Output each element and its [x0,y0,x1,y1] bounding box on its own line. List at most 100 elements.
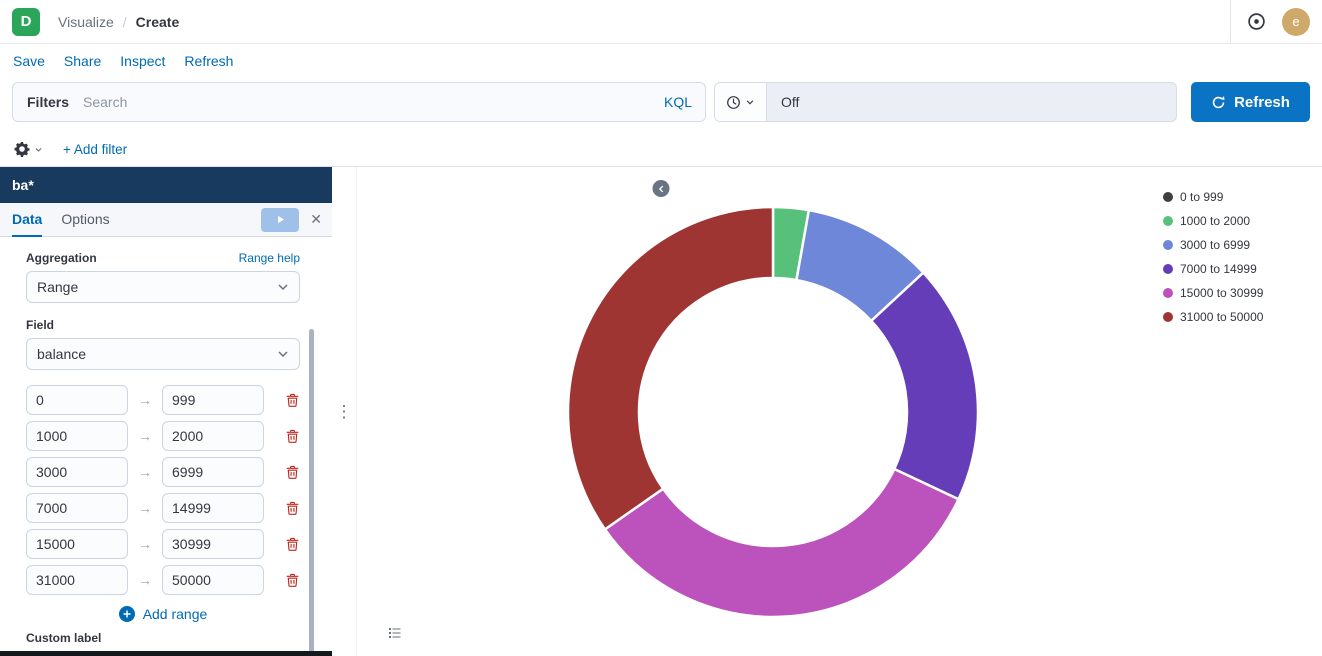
chevron-down-icon [278,284,288,291]
vis-editor-sidebar: ba* Data Options ✕ Aggregation Range hel… [0,167,332,656]
range-from-input[interactable] [26,457,128,487]
legend-item[interactable]: 0 to 999 [1163,185,1263,209]
legend-swatch-icon [1163,192,1173,202]
editor-tabs: Data Options ✕ [0,203,332,237]
range-help-link[interactable]: Range help [238,251,300,265]
legend-swatch-icon [1163,216,1173,226]
field-select-value: balance [37,346,87,362]
query-bar: Filters KQL Off Refresh [0,78,1322,132]
time-value[interactable]: Off [781,94,800,110]
legend-item[interactable]: 1000 to 2000 [1163,209,1263,233]
donut-slice[interactable] [869,270,980,501]
range-to-input[interactable] [162,457,264,487]
refresh-link-button[interactable]: Refresh [184,53,234,69]
range-from-input[interactable] [26,421,128,451]
delete-range-button[interactable] [285,573,300,588]
refresh-icon [1212,95,1225,108]
search-input[interactable] [83,94,651,110]
arrow-right-icon: → [138,464,152,480]
range-row: → [26,421,300,451]
delete-range-button[interactable] [285,465,300,480]
apply-changes-button[interactable] [261,207,300,232]
range-to-input[interactable] [162,385,264,415]
refresh-button[interactable]: Refresh [1191,82,1310,122]
legend-item[interactable]: 15000 to 30999 [1163,281,1263,305]
range-list: → → → → → → [26,385,300,595]
delete-range-button[interactable] [285,429,300,444]
filter-bar: + Add filter [0,132,1322,167]
legend-label: 1000 to 2000 [1180,214,1251,228]
delete-range-button[interactable] [285,501,300,516]
arrow-right-icon: → [138,428,152,444]
donut-chart [565,204,981,620]
legend-label: 7000 to 14999 [1180,262,1257,276]
deployment-logo[interactable]: D [12,7,40,36]
avatar[interactable]: e [1282,7,1310,36]
filters-button[interactable]: Filters [13,83,83,121]
range-row: → [26,385,300,415]
legend-item[interactable]: 3000 to 6999 [1163,233,1263,257]
inspect-button[interactable]: Inspect [120,53,166,69]
chevron-down-icon [746,100,754,105]
help-icon[interactable] [1247,12,1266,31]
collapse-panel-button[interactable] [652,180,670,197]
time-picker: Off [714,82,1177,122]
range-to-input[interactable] [162,421,264,451]
top-header: D Visualize / Create e [0,0,1322,44]
delete-range-button[interactable] [285,393,300,408]
legend-swatch-icon [1163,312,1173,322]
custom-label-label: Custom label [26,631,102,645]
plus-circle-icon [118,606,135,622]
arrow-right-icon: → [138,572,152,588]
close-icon[interactable]: ✕ [310,211,322,227]
trash-icon [286,393,299,407]
range-from-input[interactable] [26,493,128,523]
breadcrumb-create: Create [135,13,180,30]
tab-options[interactable]: Options [61,203,109,237]
legend-swatch-icon [1163,264,1173,274]
trash-icon [286,537,299,551]
sidebar-bottom-bar [0,651,332,656]
range-from-input[interactable] [26,529,128,559]
range-to-input[interactable] [162,493,264,523]
index-pattern-name: ba* [12,177,34,193]
range-from-input[interactable] [26,565,128,595]
legend-swatch-icon [1163,240,1173,250]
trash-icon [286,501,299,515]
aggregation-label: Aggregation [26,251,97,265]
delete-range-button[interactable] [285,537,300,552]
visualization-canvas: 0 to 999 1000 to 2000 3000 to 6999 7000 to … [356,167,1322,656]
add-filter-button[interactable]: + Add filter [63,141,128,157]
time-quick-select-button[interactable] [715,83,767,121]
resize-handle-icon[interactable]: ⋮ [335,402,353,421]
header-divider [1230,0,1231,43]
breadcrumb-visualize[interactable]: Visualize [58,13,114,30]
filter-settings-button[interactable] [14,141,43,157]
aggregation-select-value: Range [37,279,79,295]
breadcrumb-separator: / [122,13,127,30]
legend-item[interactable]: 31000 to 50000 [1163,305,1263,329]
range-row: → [26,493,300,523]
donut-slice[interactable] [603,467,961,619]
legend-toggle-button[interactable] [387,625,403,644]
share-button[interactable]: Share [63,53,102,69]
donut-slice[interactable] [566,205,775,532]
aggregation-select[interactable]: Range [26,271,300,303]
kql-language-button[interactable]: KQL [663,94,692,110]
panel-resizer[interactable]: ⋮ [332,167,356,656]
list-icon [389,628,401,638]
tab-data[interactable]: Data [12,203,43,237]
field-label-row: Field [26,318,300,332]
range-to-input[interactable] [162,565,264,595]
app-toolbar: Save Share Inspect Refresh [0,44,1322,78]
legend-item[interactable]: 7000 to 14999 [1163,257,1263,281]
trash-icon [286,429,299,443]
arrow-right-icon: → [138,536,152,552]
range-to-input[interactable] [162,529,264,559]
sidebar-scrollbar[interactable] [309,329,314,654]
refresh-button-label: Refresh [1234,93,1290,111]
add-range-button[interactable]: Add range [26,606,300,622]
save-button[interactable]: Save [13,53,45,69]
range-from-input[interactable] [26,385,128,415]
field-select[interactable]: balance [26,338,300,370]
